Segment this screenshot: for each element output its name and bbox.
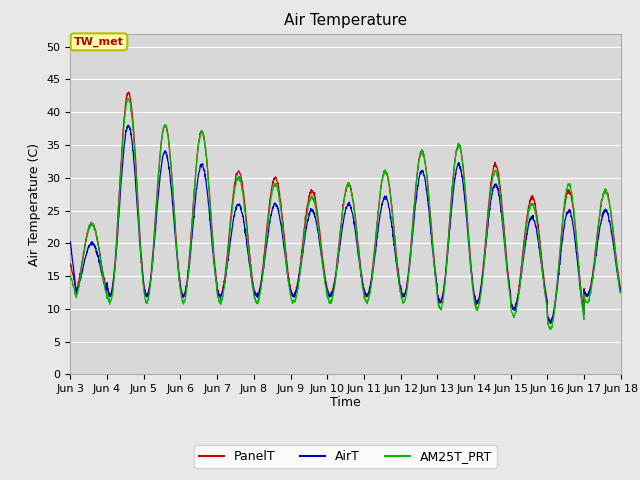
Y-axis label: Air Temperature (C): Air Temperature (C) xyxy=(28,143,41,265)
Title: Air Temperature: Air Temperature xyxy=(284,13,407,28)
Text: TW_met: TW_met xyxy=(74,37,124,47)
X-axis label: Time: Time xyxy=(330,396,361,408)
Legend: PanelT, AirT, AM25T_PRT: PanelT, AirT, AM25T_PRT xyxy=(194,445,497,468)
